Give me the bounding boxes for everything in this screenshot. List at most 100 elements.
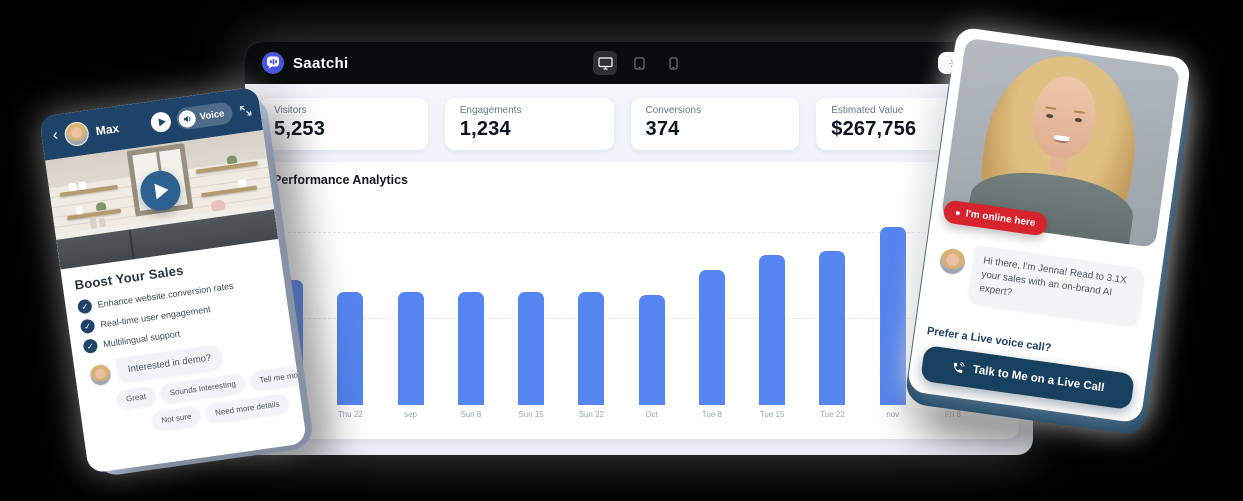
x-axis-tick-label: nov [886, 410, 900, 419]
live-call-button-label: Talk to Me on a Live Call [971, 363, 1106, 395]
play-button[interactable] [149, 110, 173, 134]
chart-bar-column: Oct [638, 209, 665, 419]
chart-title: Performance Analytics [273, 173, 409, 187]
face-detail [1073, 110, 1086, 114]
check-icon: ✓ [76, 298, 93, 315]
device-preview-toggle [593, 51, 685, 75]
brand-logo-group: Saatchi [261, 51, 348, 75]
stat-card: Visitors 5,253 [259, 98, 428, 150]
brand-name: Saatchi [293, 54, 349, 72]
live-call-button[interactable]: Talk to Me on a Live Call [920, 344, 1136, 411]
voice-label: Voice [199, 107, 226, 123]
live-agent-widget: I'm online here Hi there, I'm Jenna! Rea… [903, 26, 1193, 437]
chart-bar-column: Tue 15 [759, 209, 786, 419]
shelf-plant [95, 201, 107, 211]
feature-text: Multilingual support [102, 328, 181, 350]
face-detail [1045, 106, 1057, 110]
online-status-label: I'm online here [964, 208, 1037, 230]
quick-reply-chip[interactable]: Not sure [151, 405, 202, 432]
x-axis-tick-label: Sun 22 [578, 410, 604, 419]
quick-reply-chip[interactable]: Great [115, 385, 157, 410]
video-widget-body: Boost Your Sales ✓ Enhance website conver… [60, 238, 307, 474]
voice-mode-button[interactable]: Voice [175, 101, 234, 131]
expand-icon[interactable] [239, 104, 252, 116]
speaker-icon [177, 108, 198, 129]
agent-message-row: Hi there, I'm Jenna! Read to 3.1X your s… [930, 240, 1152, 328]
agent-avatar [63, 120, 91, 148]
x-axis-tick-label: Oct [645, 410, 658, 419]
monitor-icon[interactable] [593, 51, 617, 75]
video-agent-card: ‹ Max Voice [39, 86, 307, 474]
chart-bar [337, 292, 364, 405]
quick-reply-chip[interactable]: Need more details [204, 393, 290, 424]
online-dot-icon [955, 210, 961, 215]
saatchi-logo-icon [261, 51, 285, 75]
tablet-icon[interactable] [627, 51, 651, 75]
live-call-footer: Prefer a Live voice call? Talk to Me on … [918, 325, 1140, 412]
x-axis-tick-label: Fri 8 [944, 410, 961, 419]
x-axis-tick-label: Thu 22 [337, 410, 363, 419]
shelf-item [75, 205, 83, 215]
stat-value: 374 [645, 118, 680, 140]
chart-bar [457, 292, 484, 405]
quick-reply-chip[interactable]: Sounds Interesting [159, 373, 247, 404]
stat-label: Engagements [459, 105, 522, 116]
check-icon: ✓ [79, 318, 96, 335]
chart-bar-column: Sun 8 [457, 209, 484, 419]
kettle [210, 199, 226, 212]
stat-value: 5,253 [274, 118, 326, 140]
stats-row: Visitors 5,253 Engagements 1,234 Conversions… [245, 84, 1033, 158]
agent-name: Max [94, 121, 120, 139]
video-agent-widget: ‹ Max Voice [39, 86, 315, 478]
chart-bar-column: Tue 22 [819, 209, 846, 419]
stat-card: Conversions 374 [630, 98, 800, 150]
dashboard-header: Saatchi [245, 42, 1033, 84]
chart-bar [819, 251, 846, 405]
x-axis-tick-label: Tue 8 [701, 410, 722, 419]
live-agent-card: I'm online here Hi there, I'm Jenna! Rea… [906, 26, 1192, 424]
counter-jar [98, 217, 106, 228]
chart-bar [397, 292, 424, 405]
video-widget-header: ‹ Max Voice [39, 86, 264, 161]
chart-bar-column: Sun 22 [578, 209, 605, 419]
phone-icon[interactable] [661, 51, 685, 75]
face-detail [1074, 117, 1083, 123]
stat-label: Visitors [274, 105, 307, 116]
chart-bar [879, 227, 906, 405]
stat-label: Conversions [645, 105, 702, 116]
chart-bars-group: Thu 22 sep Sun 8 Sun 15 Sun 22 Oct Tue 8 Tue 15… [273, 209, 1005, 419]
chart-bar [578, 292, 605, 405]
chart-bar [638, 295, 665, 405]
stat-value: $267,756 [831, 118, 917, 140]
agent-message-avatar [937, 246, 968, 277]
stat-label: Estimated Value [831, 105, 904, 116]
shelf-item [237, 178, 247, 188]
chart-bar-column: Thu 22 [337, 209, 364, 419]
analytics-dashboard-window: Saatchi [245, 42, 1033, 455]
agent-chat-avatar [88, 362, 113, 388]
chart-bar [518, 292, 545, 405]
chart-gridline [273, 232, 1005, 233]
x-axis-tick-label: Sun 8 [460, 410, 482, 419]
chart-bar-column: nov [879, 209, 906, 419]
x-axis-tick-label: Tue 22 [820, 410, 845, 419]
chart-bar-column: Tue 8 [698, 209, 725, 419]
back-chevron-icon[interactable]: ‹ [51, 126, 60, 144]
phone-call-icon [950, 360, 966, 376]
chart-bar-column: Sun 15 [518, 209, 545, 419]
x-axis-tick-label: Sun 15 [518, 410, 544, 419]
stat-value: 1,234 [459, 118, 511, 140]
chart-bar [698, 270, 725, 405]
check-icon: ✓ [82, 338, 99, 355]
chart-bar-column: sep [397, 209, 424, 419]
performance-analytics-card: Performance Analytics Thu 22 sep Sun 8 Sun … [259, 162, 1019, 439]
shelf-item [68, 182, 77, 192]
shelf-plant [226, 154, 238, 165]
agent-message-bubble: Hi there, I'm Jenna! Read to 3.1X your s… [967, 244, 1146, 327]
shelf-item [78, 181, 87, 191]
face-detail [1053, 134, 1070, 144]
chart-bar [759, 255, 786, 405]
x-axis-tick-label: Tue 15 [759, 410, 785, 419]
bar-chart-plot: Thu 22 sep Sun 8 Sun 15 Sun 22 Oct Tue 8 Tue 15… [273, 209, 1005, 419]
